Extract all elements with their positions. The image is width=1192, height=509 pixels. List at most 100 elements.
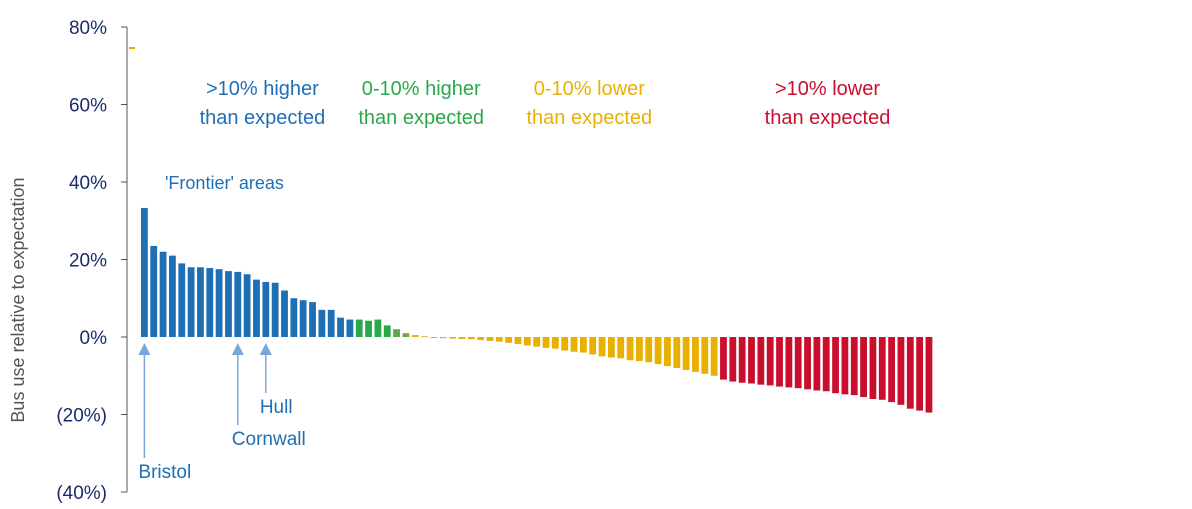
bar: [430, 337, 438, 338]
bar: [281, 290, 288, 337]
band-label-line2: than expected: [200, 107, 326, 129]
bar: [187, 267, 195, 337]
bar: [654, 337, 662, 365]
bar: [794, 337, 802, 389]
bar: [551, 337, 559, 349]
annotations: Bristol Cornwall Hull: [138, 343, 306, 483]
bar: [421, 336, 428, 338]
annotation-arrow-head: [231, 343, 244, 355]
bar: [860, 337, 867, 398]
bar: [411, 335, 419, 337]
bar: [262, 281, 270, 337]
bar: [243, 274, 251, 337]
bar: [225, 271, 232, 338]
bar: [570, 337, 578, 352]
bar: [832, 337, 839, 394]
bar: [757, 337, 765, 385]
bar-series: [141, 207, 933, 413]
bar: [645, 337, 653, 363]
bar: [579, 337, 587, 353]
bar: [533, 337, 541, 347]
bar: [439, 337, 447, 339]
bar: [523, 337, 531, 346]
band-label-line2: than expected: [358, 107, 484, 129]
band-label-line2: than expected: [765, 107, 891, 129]
annotation-arrow-head: [259, 343, 272, 355]
bar: [673, 337, 681, 368]
bar: [664, 337, 671, 367]
bar: [906, 337, 914, 409]
bar: [337, 317, 344, 338]
band-label-line1: 0-10% lower: [534, 78, 646, 100]
band-label-line2: than expected: [526, 107, 652, 129]
bar: [542, 337, 550, 348]
y-tick-label: 80%: [69, 18, 107, 39]
bar: [720, 337, 727, 380]
bar: [253, 279, 260, 337]
bar: [598, 337, 606, 357]
bar: [393, 329, 400, 337]
bar: [309, 302, 316, 338]
band-label-line1: >10% higher: [206, 78, 319, 100]
bar: [608, 337, 615, 358]
bar: [850, 337, 858, 396]
annotation-label: Cornwall: [232, 429, 306, 450]
bar: [897, 337, 905, 405]
bar: [748, 337, 755, 384]
bar: [822, 337, 830, 392]
bar: [888, 337, 895, 403]
y-tick-label: 20%: [69, 251, 107, 272]
bar: [766, 337, 774, 386]
bar: [299, 300, 307, 337]
band-label-line1: >10% lower: [775, 78, 880, 100]
bar: [159, 251, 167, 337]
annotation-label: Bristol: [138, 462, 191, 483]
bar: [710, 337, 718, 376]
bar: [813, 337, 821, 391]
annotation-label: Hull: [260, 397, 293, 418]
bar: [169, 255, 176, 338]
y-tick-label: 40%: [69, 173, 107, 194]
y-tick-label: 0%: [80, 328, 108, 349]
bar: [477, 337, 485, 341]
y-axis-label: Bus use relative to expectation: [8, 177, 28, 422]
bar: [346, 319, 354, 337]
bar: [197, 267, 204, 337]
annotation-arrow-head: [138, 343, 151, 355]
bar: [178, 263, 186, 338]
bar: [701, 337, 709, 374]
bar: [290, 298, 298, 337]
bar: [402, 333, 410, 338]
bar: [355, 319, 363, 337]
bar: [383, 325, 391, 338]
bar: [636, 337, 643, 362]
bar: [916, 337, 924, 411]
bar: [234, 271, 242, 337]
bar: [869, 337, 877, 399]
bar: [925, 337, 933, 413]
bar: [206, 268, 214, 337]
y-tick-label: (20%): [56, 406, 107, 427]
bar: [692, 337, 699, 372]
bar: [514, 337, 522, 344]
bar: [878, 337, 886, 400]
bar: [804, 337, 811, 390]
bar: [561, 337, 569, 351]
bar: [495, 337, 503, 342]
bar: [626, 337, 634, 361]
bar: [682, 337, 690, 370]
bar: [271, 282, 279, 337]
bar: [150, 245, 158, 337]
bar: [505, 337, 513, 343]
bar: [776, 337, 783, 387]
bar: [449, 337, 457, 339]
bar: [729, 337, 737, 382]
bar: [617, 337, 625, 359]
bar: [841, 337, 849, 395]
bar: [738, 337, 746, 383]
bar: [318, 309, 326, 338]
bar: [589, 337, 597, 355]
bar: [365, 320, 372, 337]
